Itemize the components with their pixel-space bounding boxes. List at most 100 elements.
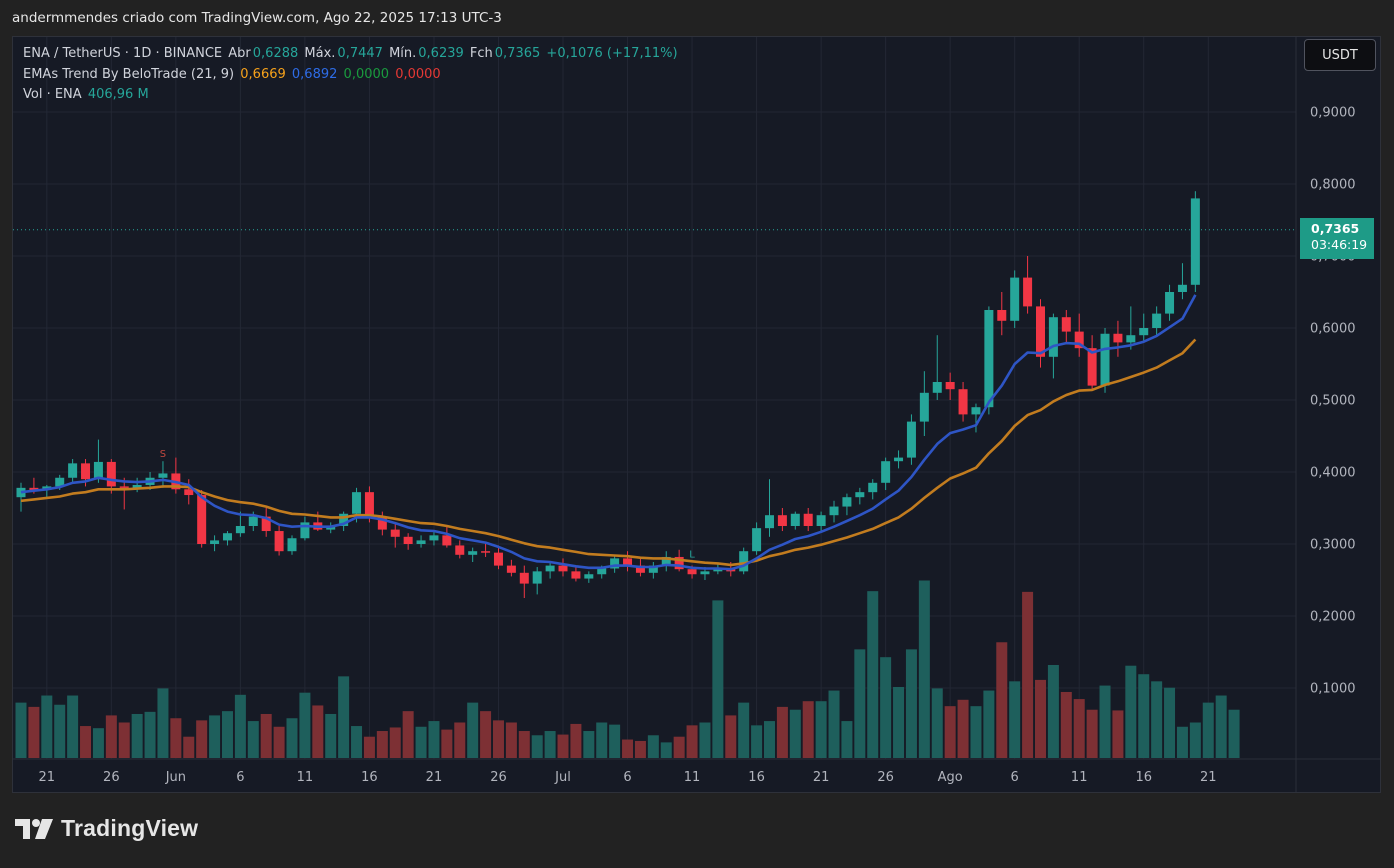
time-axis-label: 21 — [813, 770, 830, 785]
candle-body — [519, 572, 529, 584]
candle-body — [1010, 277, 1020, 321]
candle-body — [545, 565, 555, 572]
candle-body — [894, 457, 904, 462]
volume-bar — [505, 722, 517, 758]
candle-body — [906, 421, 916, 458]
candle-body — [287, 538, 297, 552]
symbol-legend-row[interactable]: ENA / TetherUS · 1D · BINANCE Abr 0,6288 … — [23, 44, 680, 65]
volume-bar — [905, 649, 917, 758]
candle-body — [339, 513, 349, 526]
volume-legend-row[interactable]: Vol · ENA 406,96 M — [23, 85, 680, 106]
price-axis-label: 0,3000 — [1310, 538, 1356, 553]
volume-bar — [363, 736, 375, 758]
candle-body — [1023, 277, 1033, 307]
volume-bar — [209, 715, 221, 758]
volume-bar — [54, 704, 66, 758]
time-axis-label: Jul — [554, 770, 571, 785]
indicator-name[interactable]: EMAs Trend By BeloTrade (21, 9) — [23, 66, 235, 82]
volume-bar — [634, 740, 646, 758]
time-axis-label: 16 — [361, 770, 378, 785]
candle-body — [868, 482, 878, 493]
candle-body — [777, 515, 787, 526]
candle-body — [1126, 335, 1136, 343]
currency-unit-button[interactable]: USDT — [1304, 39, 1376, 71]
candle-body — [1165, 292, 1175, 314]
price-axis-label: 0,5000 — [1310, 394, 1356, 409]
volume-bar — [583, 731, 595, 758]
candle-body — [1177, 284, 1187, 292]
volume-bar — [492, 720, 504, 758]
candle-body — [1035, 306, 1045, 357]
volume-bar — [776, 706, 788, 758]
time-axis-label: Ago — [938, 770, 963, 785]
volume-bar — [312, 705, 324, 758]
candle-body — [997, 310, 1007, 321]
candle-body — [158, 473, 168, 478]
candle-body — [803, 513, 813, 526]
buy-signal-marker: L — [689, 550, 695, 561]
volume-bar — [1176, 726, 1188, 758]
chart-legend: ENA / TetherUS · 1D · BINANCE Abr 0,6288 … — [23, 44, 680, 106]
candle-body — [119, 486, 129, 488]
volume-label[interactable]: Vol · ENA — [23, 87, 82, 102]
volume-bar — [867, 591, 879, 758]
candle-body — [377, 516, 387, 530]
chart-plot[interactable]: S L 0,1000 0,2000 0,3000 0,4000 0,5000 0,6000 0,… — [13, 37, 1380, 792]
time-axis-label: 6 — [1011, 770, 1019, 785]
volume-value: 406,96 M — [87, 87, 149, 102]
volume-bar — [80, 726, 92, 758]
volume-bar — [802, 701, 814, 758]
volume-bar — [1138, 674, 1150, 758]
volume-bar — [1009, 681, 1021, 758]
time-axis-label: 16 — [748, 770, 765, 785]
volume-bar — [480, 711, 492, 758]
ema21-value: 0,6669 — [240, 66, 286, 82]
candle-body — [1061, 317, 1071, 332]
candle-body — [661, 556, 671, 566]
volume-bar — [609, 724, 621, 758]
candle-body — [248, 516, 258, 526]
candle-body — [364, 492, 374, 517]
candle-body — [945, 382, 955, 390]
volume-bar — [944, 706, 956, 758]
ema9-line — [20, 294, 1197, 571]
volume-bar — [712, 600, 724, 758]
volume-bar — [1215, 695, 1227, 758]
ema9-value: 0,6892 — [291, 66, 338, 82]
candle-body — [984, 310, 994, 408]
chart-snapshot-header: andermmendes criado com TradingView.com,… — [12, 10, 502, 26]
volume-bar — [841, 721, 853, 758]
volume-bar — [15, 702, 27, 758]
volume-bar — [1060, 691, 1072, 758]
open-value: 0,6288 — [252, 46, 299, 61]
chart-frame[interactable]: S L 0,1000 0,2000 0,3000 0,4000 0,5000 0,6000 0,… — [12, 36, 1381, 793]
volume-bar — [170, 718, 182, 758]
symbol-title[interactable]: ENA / TetherUS · 1D · BINANCE — [23, 46, 223, 61]
volume-bar — [415, 726, 427, 758]
volume-bar — [402, 711, 414, 758]
last-price-label: 0,7365 03:46:19 — [1300, 218, 1374, 259]
candle-body — [739, 551, 749, 572]
volume-bar — [260, 713, 272, 758]
volume-bar — [1034, 679, 1046, 758]
candle-body — [481, 551, 491, 553]
candle-body — [623, 558, 633, 566]
candle-body — [300, 522, 310, 539]
candle-body — [1113, 333, 1123, 343]
time-axis-label: 6 — [236, 770, 244, 785]
price-axis-label: 0,9000 — [1310, 106, 1356, 121]
volume-bar — [196, 720, 208, 758]
volume-bar — [1228, 709, 1240, 758]
tradingview-logo[interactable]: TradingView — [15, 815, 198, 842]
candle-body — [558, 565, 568, 572]
volume-bar — [28, 706, 40, 758]
candle-body — [932, 382, 942, 393]
indicator-legend-row[interactable]: EMAs Trend By BeloTrade (21, 9) 0,6669 0… — [23, 65, 680, 86]
candle-body — [532, 571, 542, 584]
candle-body — [403, 536, 413, 544]
volume-bar — [118, 722, 130, 758]
time-axis-label: 26 — [877, 770, 894, 785]
candle-body — [1100, 333, 1110, 386]
volume-bar — [273, 726, 285, 758]
high-value: 0,7447 — [337, 46, 383, 61]
